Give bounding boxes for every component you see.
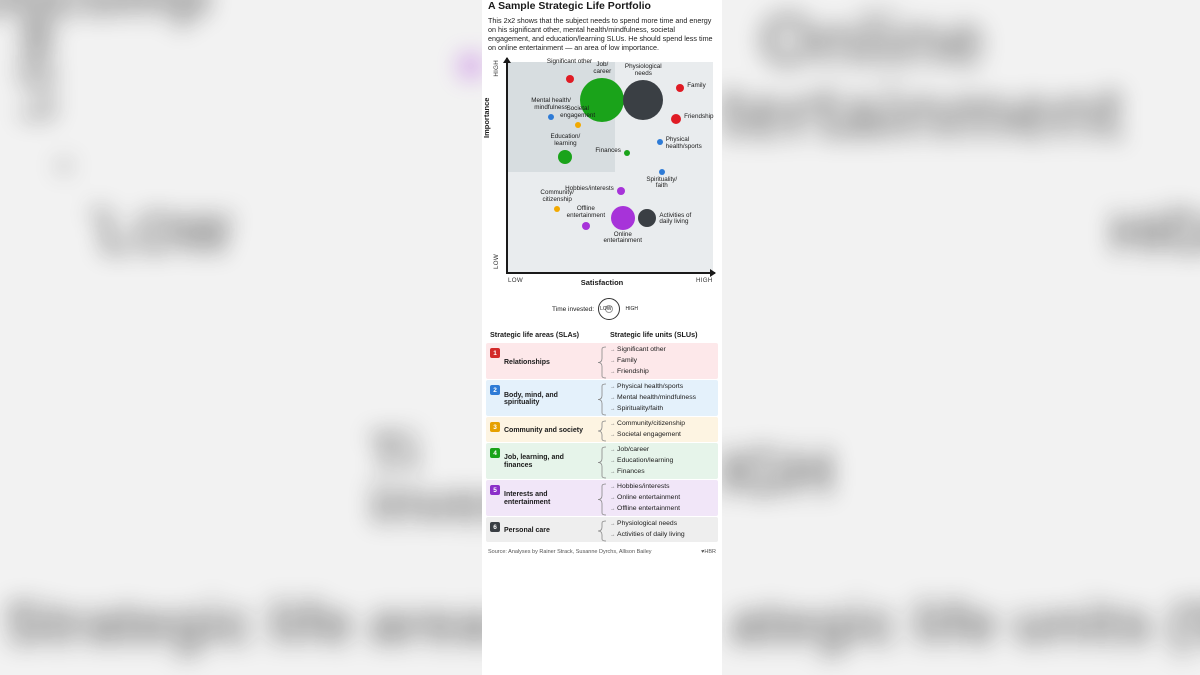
- y-axis-label: Importance: [482, 98, 491, 138]
- slu-item: Physical health/sports: [610, 382, 696, 392]
- infographic-card: A Sample Strategic Life Portfolio This 2…: [482, 0, 722, 675]
- slu-list: Community/citizenshipSocietal engagement: [608, 419, 685, 440]
- slu-item: Offline entertainment: [610, 504, 680, 514]
- bubble-offline: [582, 222, 590, 230]
- bubble-label-family: Family: [687, 83, 722, 90]
- sla-row: 2Body, mind, and spirituality Physical he…: [486, 380, 718, 416]
- source-text: Source: Analyses by Rainer Strack, Susan…: [488, 549, 652, 555]
- slu-list: Hobbies/interestsOnline entertainmentOff…: [608, 482, 680, 514]
- header-slu: Strategic life units (SLUs): [610, 330, 697, 339]
- bubble-sig-other: [566, 75, 574, 83]
- slu-list: Physical health/sportsMental health/mind…: [608, 382, 696, 414]
- y-axis-low: LOW: [493, 254, 500, 269]
- sla-name: Interests and entertainment: [500, 482, 596, 514]
- sla-row: 3Community and society Community/citizens…: [486, 417, 718, 442]
- y-axis: [506, 58, 508, 272]
- size-legend: Time invested: LOW HIGH: [486, 298, 718, 320]
- sla-name: Body, mind, and spirituality: [500, 382, 596, 414]
- brace-icon: [596, 482, 608, 514]
- sla-number-badge: 2: [490, 385, 500, 395]
- sla-row: 5Interests and entertainment Hobbies/inte…: [486, 480, 718, 516]
- slu-item: Online entertainment: [610, 493, 680, 503]
- bubble-label-societal: Societal engagement: [553, 106, 603, 119]
- sla-number-badge: 3: [490, 422, 500, 432]
- bubble-phys-health: [657, 139, 663, 145]
- slu-item: Significant other: [610, 345, 666, 355]
- brand-mark: ♥HBR: [701, 549, 716, 555]
- brace-icon: [596, 519, 608, 540]
- sla-number-badge: 6: [490, 522, 500, 532]
- brace-icon: [596, 382, 608, 414]
- sla-name: Community and society: [500, 419, 596, 440]
- sla-row: 6Personal care Physiological needsActivit…: [486, 517, 718, 542]
- page-subtitle: This 2x2 shows that the subject needs to…: [486, 16, 718, 59]
- slu-item: Spirituality/faith: [610, 404, 696, 414]
- bubble-community: [554, 206, 560, 212]
- slu-item: Societal engagement: [610, 430, 685, 440]
- sla-name: Job, learning, and finances: [500, 445, 596, 477]
- slu-item: Job/career: [610, 445, 673, 455]
- legend-label: Time invested:: [552, 306, 594, 313]
- y-axis-high: HIGH: [493, 60, 500, 77]
- bubble-phys-needs: [623, 80, 663, 120]
- bubble-label-online: Online entertainment: [598, 232, 648, 245]
- bubble-label-phys-health: Physical health/sports: [666, 137, 716, 150]
- bubble-label-adl: Activities ofdaily living: [659, 213, 709, 226]
- sla-row: 4Job, learning, and finances Job/careerEd…: [486, 443, 718, 479]
- legend-low: LOW: [600, 307, 611, 313]
- x-axis: [506, 272, 715, 274]
- sla-name: Personal care: [500, 519, 596, 540]
- bubble-friendship: [671, 114, 681, 124]
- sla-number-badge: 5: [490, 485, 500, 495]
- bubble-label-spirituality: Spirituality/faith: [637, 177, 687, 190]
- slu-item: Physiological needs: [610, 519, 685, 529]
- plot-area: Significant otherJob/careerPhysiological…: [508, 62, 713, 272]
- bubble-label-finances: Finances: [571, 148, 621, 155]
- brace-icon: [596, 445, 608, 477]
- sla-row: 1Relationships Significant otherFamilyFri…: [486, 343, 718, 379]
- slu-item: Community/citizenship: [610, 419, 685, 429]
- portfolio-chart: Significant otherJob/careerPhysiological…: [486, 58, 718, 290]
- brace-icon: [596, 345, 608, 377]
- sla-table-header: Strategic life areas (SLAs) Strategic li…: [486, 320, 718, 343]
- x-axis-high: HIGH: [696, 277, 713, 284]
- slu-item: Activities of daily living: [610, 530, 685, 540]
- slu-list: Physiological needsActivities of daily l…: [608, 519, 685, 540]
- header-sla: Strategic life areas (SLAs): [490, 330, 602, 339]
- bubble-adl: [638, 209, 656, 227]
- slu-list: Job/careerEducation/learningFinances: [608, 445, 673, 477]
- x-axis-low: LOW: [508, 277, 523, 284]
- bubble-family: [676, 84, 684, 92]
- bubble-label-phys-needs: Physiological needs: [618, 64, 668, 77]
- source-line: Source: Analyses by Rainer Strack, Susan…: [486, 543, 718, 555]
- slu-item: Education/learning: [610, 456, 673, 466]
- bubble-label-offline: Offline entertainment: [561, 206, 611, 219]
- slu-item: Mental health/mindfulness: [610, 393, 696, 403]
- bubble-societal: [575, 122, 581, 128]
- slu-item: Hobbies/interests: [610, 482, 680, 492]
- bubble-spirituality: [659, 169, 665, 175]
- sla-number-badge: 4: [490, 448, 500, 458]
- slu-list: Significant otherFamilyFriendship: [608, 345, 666, 377]
- sla-table: 1Relationships Significant otherFamilyFri…: [486, 343, 718, 542]
- slu-item: Friendship: [610, 367, 666, 377]
- bubble-label-education: Education/learning: [540, 134, 590, 147]
- slu-item: Finances: [610, 467, 673, 477]
- bubble-label-friendship: Friendship: [684, 114, 722, 121]
- bubble-hobbies: [617, 187, 625, 195]
- sla-number-badge: 1: [490, 348, 500, 358]
- bubble-label-community: Community/citizenship: [532, 190, 582, 203]
- slu-item: Family: [610, 356, 666, 366]
- bubble-finances: [624, 150, 630, 156]
- legend-high: HIGH: [625, 307, 638, 313]
- sla-name: Relationships: [500, 345, 596, 377]
- page-title: A Sample Strategic Life Portfolio: [486, 0, 718, 16]
- bubble-online: [611, 206, 635, 230]
- brace-icon: [596, 419, 608, 440]
